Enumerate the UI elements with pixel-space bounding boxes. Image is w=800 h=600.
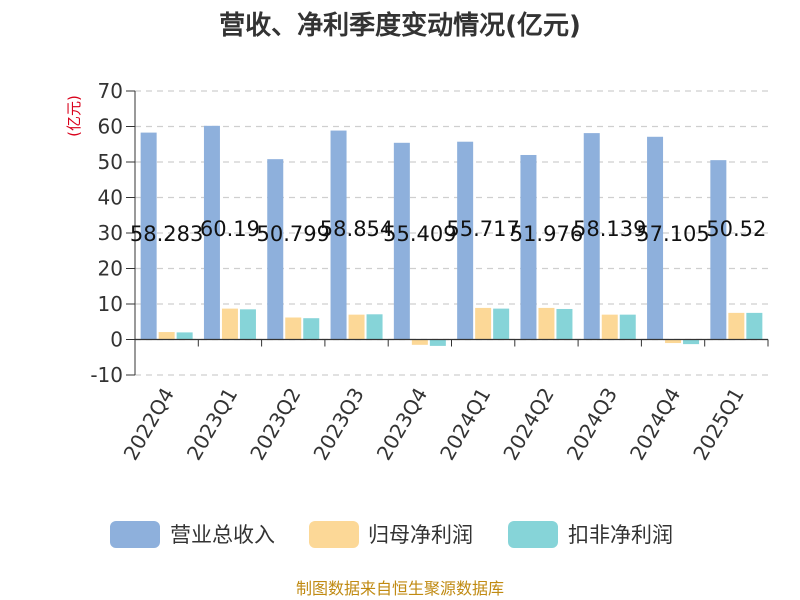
legend-label: 归母净利润 (368, 523, 473, 547)
y-tick-label: 40 (98, 186, 123, 210)
legend: 营业总收入 归母净利润 扣非净利润 (110, 521, 673, 548)
bar (457, 141, 474, 340)
data-label: 58.283 (130, 222, 203, 246)
data-label: 57.105 (636, 222, 709, 246)
data-label: 51.976 (510, 222, 583, 246)
x-axis (134, 338, 769, 347)
bar (303, 318, 320, 340)
bar (239, 309, 256, 340)
bar (538, 307, 555, 340)
bar (601, 314, 618, 340)
data-label: 58.139 (573, 217, 646, 241)
bar (176, 332, 193, 340)
bar (411, 339, 428, 345)
data-label: 50.52 (706, 217, 766, 241)
bar (330, 130, 347, 340)
bar (710, 160, 727, 340)
y-axis-ticks: -10 0 10 20 30 40 50 60 70 (90, 79, 136, 387)
x-tick-label: 2025Q1 (688, 384, 748, 465)
bar (746, 312, 763, 340)
data-label: 55.717 (446, 217, 519, 241)
bar (429, 339, 446, 346)
bar (556, 308, 573, 340)
bar (285, 317, 302, 340)
data-labels: 58.28360.1950.79958.85455.40955.71751.97… (130, 217, 767, 246)
x-tick-label: 2023Q4 (372, 384, 432, 465)
bar (683, 339, 700, 345)
x-tick-label: 2023Q3 (308, 384, 368, 465)
y-axis-unit: (亿元) (65, 95, 83, 137)
chart-title: 营收、净利季度变动情况(亿元) (219, 10, 581, 41)
bar (583, 133, 600, 340)
y-tick-label: -10 (90, 363, 123, 387)
bars (140, 125, 763, 346)
legend-swatch (309, 521, 359, 548)
bar (520, 154, 537, 340)
bar (158, 332, 175, 340)
bar (393, 142, 410, 340)
data-label: 60.19 (200, 217, 260, 241)
x-tick-label: 2024Q2 (498, 384, 558, 465)
bar (267, 159, 284, 340)
bar (493, 308, 510, 340)
y-tick-label: 0 (110, 328, 123, 352)
bar (728, 312, 745, 340)
bar (619, 314, 636, 340)
bar (665, 339, 682, 344)
legend-label: 扣非净利润 (568, 523, 673, 547)
bar (475, 307, 492, 340)
data-label: 50.799 (257, 222, 330, 246)
bar (140, 132, 157, 340)
y-tick-label: 10 (98, 292, 123, 316)
bar (647, 136, 664, 340)
y-tick-label: 70 (98, 79, 123, 103)
y-tick-label: 20 (98, 257, 123, 281)
data-label: 58.854 (320, 217, 393, 241)
x-tick-label: 2023Q1 (182, 384, 242, 465)
bar (348, 314, 365, 340)
bar (203, 125, 220, 340)
x-tick-label: 2024Q4 (625, 384, 685, 465)
source-note: 制图数据来自恒生聚源数据库 (296, 579, 504, 598)
legend-swatch (110, 521, 160, 548)
y-tick-label: 60 (98, 115, 123, 139)
x-tick-label: 2023Q2 (245, 384, 305, 465)
data-label: 55.409 (383, 222, 456, 246)
y-tick-label: 50 (98, 150, 123, 174)
legend-swatch (508, 521, 558, 548)
x-tick-label: 2022Q4 (119, 384, 179, 465)
x-tick-label: 2024Q3 (562, 384, 622, 465)
x-axis-ticks: 2022Q4 2023Q1 2023Q2 2023Q3 2023Q4 2024Q1 2024… (119, 384, 749, 465)
y-tick-label: 30 (98, 221, 123, 245)
x-tick-label: 2024Q1 (435, 384, 495, 465)
bar (366, 314, 383, 340)
bar (221, 308, 238, 340)
legend-label: 营业总收入 (170, 523, 275, 547)
